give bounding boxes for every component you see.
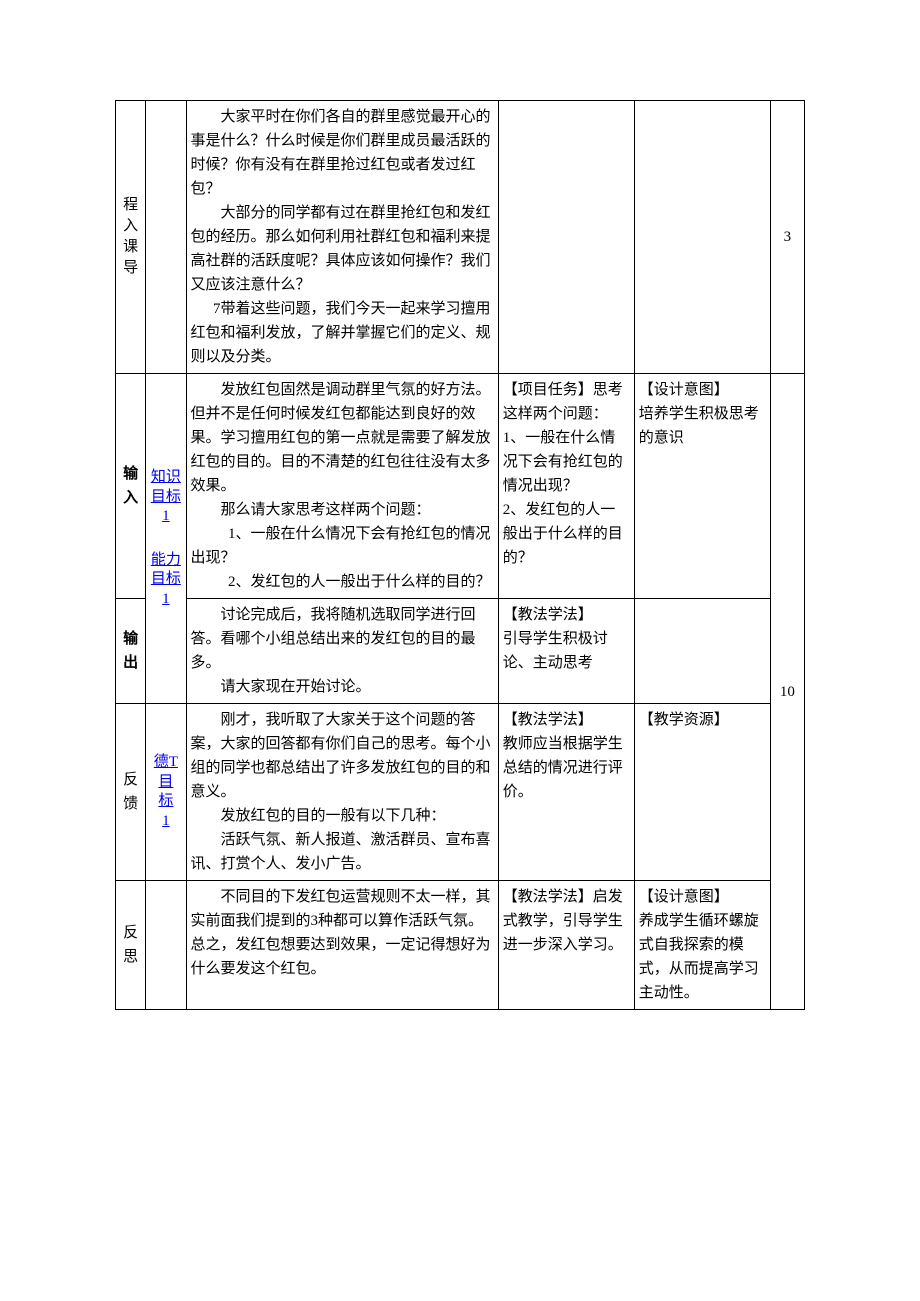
feedback-paragraph: 刚才，我听取了大家关于这个问题的答案，大家的回答都有你们自己的思考。每个小组的同…	[189, 708, 496, 804]
intent-cell-empty	[634, 101, 770, 374]
main-content-output: 讨论完成后，我将随机选取同学进行回答。看哪个小组总结出来的发红包的目的最多。 请…	[186, 599, 498, 704]
table-row-feedback: 反馈 德T目 标 1 刚才，我听取了大家关于这个问题的答案，大家的回答都有你们自…	[116, 704, 805, 881]
table-row-intro: 程 入 课 导 大家平时在你们各自的群里感觉最开心的事是什么？什么时候是你们群里…	[116, 101, 805, 374]
lesson-plan-table: 程 入 课 导 大家平时在你们各自的群里感觉最开心的事是什么？什么时候是你们群里…	[115, 100, 805, 1010]
input-list-item: 1、一般在什么情况下会有抢红包的情况出现？	[189, 522, 496, 570]
goal-cell-reflect-empty	[146, 881, 186, 1010]
time-cell-intro: 3	[770, 101, 804, 374]
table-row-input: 输入 知识 目标 1 能力 目标 1 发放红包固然是调动群里气氛的好方法。但并不…	[116, 374, 805, 599]
task-cell-input: 【项目任务】思考这样两个问题： 1、一般在什么情况下会有抢红包的情况出现？ 2、…	[498, 374, 634, 599]
intent-cell-output-empty	[634, 599, 770, 704]
intent-body: 养成学生循环螺旋式自我探索的模式，从而提高学习主动性。	[637, 909, 768, 1005]
goal-cell-empty	[146, 101, 186, 374]
task-cell-reflect: 【教法学法】启发式教学，引导学生进一步深入学习。	[498, 881, 634, 1010]
goal-line: 1	[148, 590, 183, 610]
task-cell-empty	[498, 101, 634, 374]
goal-cell-knowledge: 知识 目标 1 能力 目标 1	[146, 374, 186, 704]
input-paragraph: 那么请大家思考这样两个问题：	[189, 498, 496, 522]
task-heading: 【教法学法】	[501, 603, 632, 627]
table-row-output: 输出 讨论完成后，我将随机选取同学进行回答。看哪个小组总结出来的发红包的目的最多…	[116, 599, 805, 704]
task-cell-output: 【教法学法】 引导学生积极讨论、主动思考	[498, 599, 634, 704]
phase-char: 入	[118, 216, 143, 237]
intro-paragraph: 7带着这些问题，我们今天一起来学习擅用红包和福利发放，了解并掌握它们的定义、规则…	[189, 297, 496, 369]
intent-heading: 【设计意图】	[637, 885, 768, 909]
phase-text: 输出	[123, 631, 138, 671]
intent-cell-feedback: 【教学资源】	[634, 704, 770, 881]
goal-line: 1	[148, 507, 183, 527]
intent-cell-reflect: 【设计意图】 养成学生循环螺旋式自我探索的模式，从而提高学习主动性。	[634, 881, 770, 1010]
main-content-feedback: 刚才，我听取了大家关于这个问题的答案，大家的回答都有你们自己的思考。每个小组的同…	[186, 704, 498, 881]
reflect-paragraph: 不同目的下发红包运营规则不太一样，其实前面我们提到的3种都可以算作活跃气氛。总之…	[189, 885, 496, 981]
phase-text: 反馈	[123, 772, 138, 812]
phase-label-input: 输入	[116, 374, 146, 599]
goal-link-knowledge[interactable]: 知识 目标 1	[148, 468, 183, 527]
main-content-intro: 大家平时在你们各自的群里感觉最开心的事是什么？什么时候是你们群里成员最活跃的时候…	[186, 101, 498, 374]
output-paragraph: 讨论完成后，我将随机选取同学进行回答。看哪个小组总结出来的发红包的目的最多。	[189, 603, 496, 675]
input-paragraph: 发放红包固然是调动群里气氛的好方法。但并不是任何时候发红包都能达到良好的效果。学…	[189, 378, 496, 498]
task-item: 2、发红包的人一般出于什么样的目的？	[501, 498, 632, 570]
goal-line: 德T目	[148, 753, 183, 792]
task-body: 教师应当根据学生总结的情况进行评价。	[501, 732, 632, 804]
phase-label-output: 输出	[116, 599, 146, 704]
goal-line: 目标	[148, 570, 183, 590]
goal-line: 目标	[148, 488, 183, 508]
phase-char: 程	[118, 195, 143, 216]
phase-label-intro: 程 入 课 导	[116, 101, 146, 374]
feedback-paragraph: 发放红包的目的一般有以下几种：	[189, 804, 496, 828]
goal-line: 能力	[148, 551, 183, 571]
task-heading: 【教法学法】启发式教学，引导学生进一步深入学习。	[501, 885, 632, 957]
main-content-input: 发放红包固然是调动群里气氛的好方法。但并不是任何时候发红包都能达到良好的效果。学…	[186, 374, 498, 599]
goal-line: 1	[148, 812, 183, 832]
intent-cell-input: 【设计意图】 培养学生积极思考的意识	[634, 374, 770, 599]
task-heading: 【教法学法】	[501, 708, 632, 732]
intent-body: 培养学生积极思考的意识	[637, 402, 768, 450]
main-content-reflect: 不同目的下发红包运营规则不太一样，其实前面我们提到的3种都可以算作活跃气氛。总之…	[186, 881, 498, 1010]
phase-text: 反思	[123, 925, 138, 965]
intro-paragraph: 大部分的同学都有过在群里抢红包和发红包的经历。那么如何利用社群红包和福利来提高社…	[189, 201, 496, 297]
feedback-paragraph: 活跃气氛、新人报道、激活群员、宣布喜讯、打赏个人、发小广告。	[189, 828, 496, 876]
goal-line: 知识	[148, 468, 183, 488]
task-body: 引导学生积极讨论、主动思考	[501, 627, 632, 675]
intent-heading: 【教学资源】	[637, 708, 768, 732]
intent-heading: 【设计意图】	[637, 378, 768, 402]
phase-label-feedback: 反馈	[116, 704, 146, 881]
goal-link-ability[interactable]: 能力 目标 1	[148, 551, 183, 610]
phase-label-reflect: 反思	[116, 881, 146, 1010]
input-list-item: 2、发红包的人一般出于什么样的目的？	[189, 570, 496, 594]
task-cell-feedback: 【教法学法】 教师应当根据学生总结的情况进行评价。	[498, 704, 634, 881]
time-cell-group: 10	[770, 374, 804, 1010]
goal-line: 标	[148, 792, 183, 812]
phase-char: 导	[118, 258, 143, 279]
task-item: 1、一般在什么情况下会有抢红包的情况出现？	[501, 426, 632, 498]
goal-cell-moral: 德T目 标 1	[146, 704, 186, 881]
task-heading: 【项目任务】思考这样两个问题：	[501, 378, 632, 426]
phase-char: 课	[118, 237, 143, 258]
table-row-reflect: 反思 不同目的下发红包运营规则不太一样，其实前面我们提到的3种都可以算作活跃气氛…	[116, 881, 805, 1010]
goal-link-moral[interactable]: 德T目 标 1	[148, 753, 183, 831]
phase-text: 输入	[123, 466, 138, 506]
output-paragraph: 请大家现在开始讨论。	[189, 675, 496, 699]
intro-paragraph: 大家平时在你们各自的群里感觉最开心的事是什么？什么时候是你们群里成员最活跃的时候…	[189, 105, 496, 201]
